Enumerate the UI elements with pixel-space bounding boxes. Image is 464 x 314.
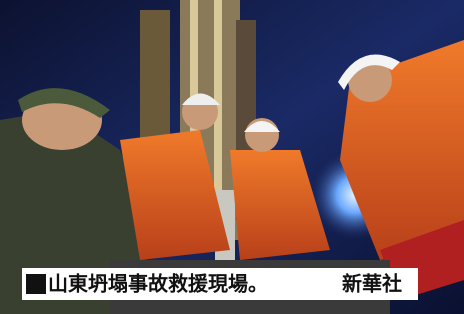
caption-bullet <box>26 274 46 294</box>
page: {"caption": {"text": "山東坍塌事故救援現場。", "cre… <box>0 0 464 314</box>
caption-text: 山東坍塌事故救援現場。 <box>48 272 268 296</box>
caption-credit: 新華社 <box>342 272 402 296</box>
photo: 山東坍塌事故救援現場。 新華社 <box>0 0 464 314</box>
